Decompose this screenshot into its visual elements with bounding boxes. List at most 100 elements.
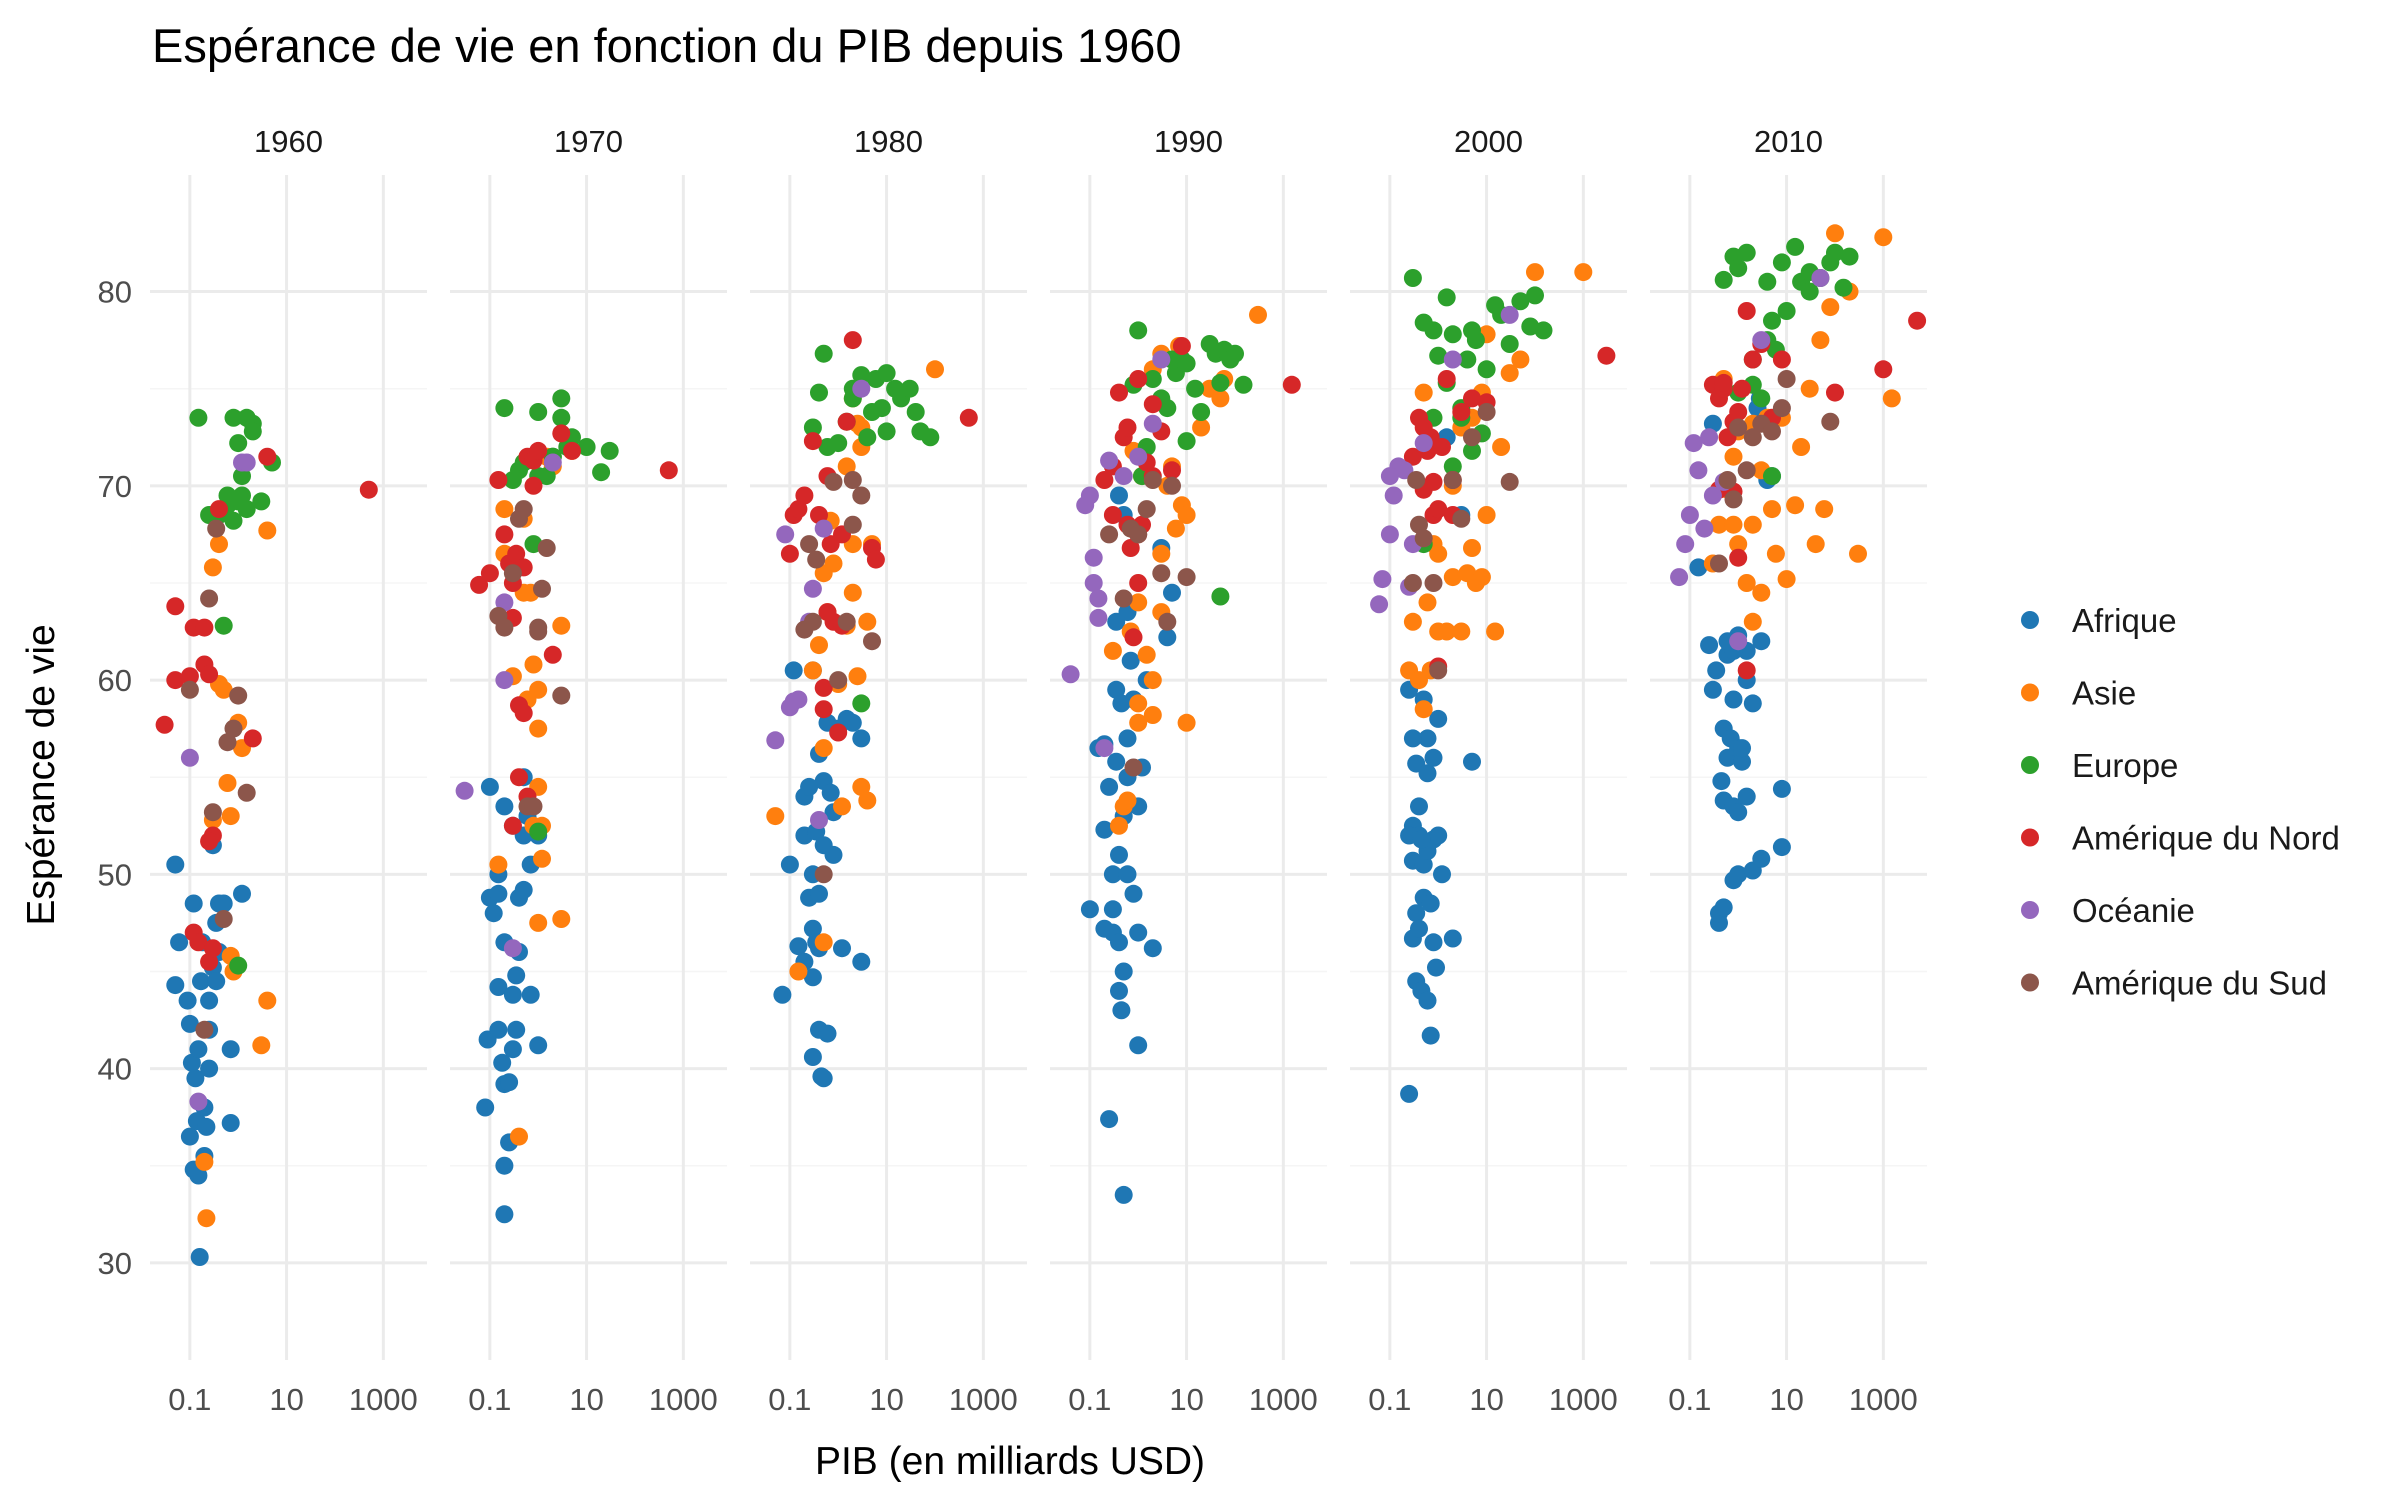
data-point	[503, 816, 522, 835]
data-point	[218, 774, 237, 792]
data-point	[524, 797, 543, 816]
data-point	[1700, 636, 1719, 655]
data-point	[848, 667, 867, 686]
data-point	[1412, 830, 1431, 849]
data-point	[1840, 247, 1859, 266]
data-point	[1118, 418, 1137, 437]
data-point	[1443, 457, 1462, 476]
x-tick-label: 1000	[949, 1382, 1018, 1417]
data-point	[1110, 383, 1128, 402]
data-point	[872, 399, 891, 418]
data-point	[858, 428, 877, 447]
data-point	[1826, 383, 1844, 402]
data-point	[1429, 544, 1448, 563]
data-point	[818, 603, 837, 622]
data-point	[1103, 900, 1122, 919]
data-point	[1737, 574, 1756, 592]
data-point	[529, 913, 548, 932]
data-point	[814, 739, 833, 758]
data-point	[803, 612, 822, 631]
data-point	[829, 723, 848, 742]
data-point	[814, 865, 833, 884]
data-point	[1177, 432, 1196, 451]
data-point	[1800, 379, 1819, 398]
data-point	[1680, 506, 1699, 524]
data-point	[514, 500, 533, 519]
chart-title: Espérance de vie en fonction du PIB depu…	[152, 19, 1182, 72]
data-point	[852, 486, 871, 505]
data-point	[1772, 399, 1791, 418]
data-point	[814, 700, 833, 719]
facet-panel-1970: 1970 0.1 10 1000	[450, 124, 727, 1417]
data-point	[852, 694, 871, 713]
data-point	[524, 476, 543, 495]
data-point	[510, 768, 528, 787]
data-point	[218, 486, 237, 505]
x-tick-label: 0.1	[1068, 1382, 1111, 1417]
data-point	[229, 956, 248, 975]
data-point	[1703, 680, 1722, 699]
data-point	[533, 579, 551, 598]
data-point	[592, 463, 611, 482]
data-point	[180, 680, 199, 699]
data-point	[233, 467, 251, 486]
data-point	[1380, 467, 1399, 486]
data-point	[170, 933, 189, 952]
data-point	[1429, 346, 1448, 365]
data-point	[1421, 894, 1440, 913]
data-point	[1137, 500, 1156, 519]
data-point	[810, 636, 828, 655]
data-point	[1403, 447, 1422, 466]
data-point	[1806, 535, 1825, 554]
data-point	[529, 1036, 548, 1055]
data-point	[214, 910, 233, 928]
data-point	[1089, 589, 1108, 608]
data-point	[866, 550, 885, 569]
data-point	[824, 554, 843, 573]
data-point	[1477, 403, 1496, 421]
data-point	[1500, 335, 1519, 353]
data-point	[1743, 515, 1762, 534]
data-point	[533, 849, 551, 868]
facet-panel-1960: 1960 0.1 10 1000	[150, 124, 427, 1417]
data-point	[818, 1024, 837, 1043]
data-point	[803, 1048, 822, 1066]
data-point	[1443, 471, 1462, 489]
data-point	[789, 962, 808, 981]
data-point	[814, 1069, 833, 1088]
data-point	[906, 403, 925, 421]
data-point	[1418, 764, 1437, 783]
data-point	[1103, 641, 1122, 660]
data-point	[495, 671, 514, 690]
data-point	[776, 525, 795, 544]
data-point	[1084, 574, 1103, 592]
data-point	[155, 715, 174, 734]
data-point	[837, 457, 856, 476]
data-point	[243, 422, 262, 441]
x-tick-label: 10	[1769, 1382, 1803, 1417]
data-point	[524, 655, 543, 674]
data-point	[1400, 1084, 1419, 1103]
data-point	[1177, 506, 1196, 524]
data-point	[1463, 752, 1481, 771]
data-point	[224, 408, 243, 427]
data-point	[1743, 612, 1762, 631]
data-point	[1710, 554, 1728, 573]
data-point	[1129, 593, 1148, 612]
data-point	[1118, 865, 1137, 884]
data-point	[200, 665, 219, 684]
data-point	[1143, 395, 1162, 414]
data-point	[766, 807, 785, 826]
y-tick-label: 60	[98, 663, 132, 698]
facet-panel-2000: 2000 0.1 10 1000	[1350, 124, 1627, 1417]
data-point	[1786, 237, 1805, 256]
data-point	[1129, 370, 1148, 388]
data-point	[800, 777, 819, 796]
data-point	[489, 1020, 508, 1039]
data-point	[1418, 593, 1437, 612]
data-point	[803, 579, 822, 598]
data-point	[1429, 826, 1448, 845]
data-point	[843, 331, 862, 350]
data-point	[1452, 622, 1471, 641]
